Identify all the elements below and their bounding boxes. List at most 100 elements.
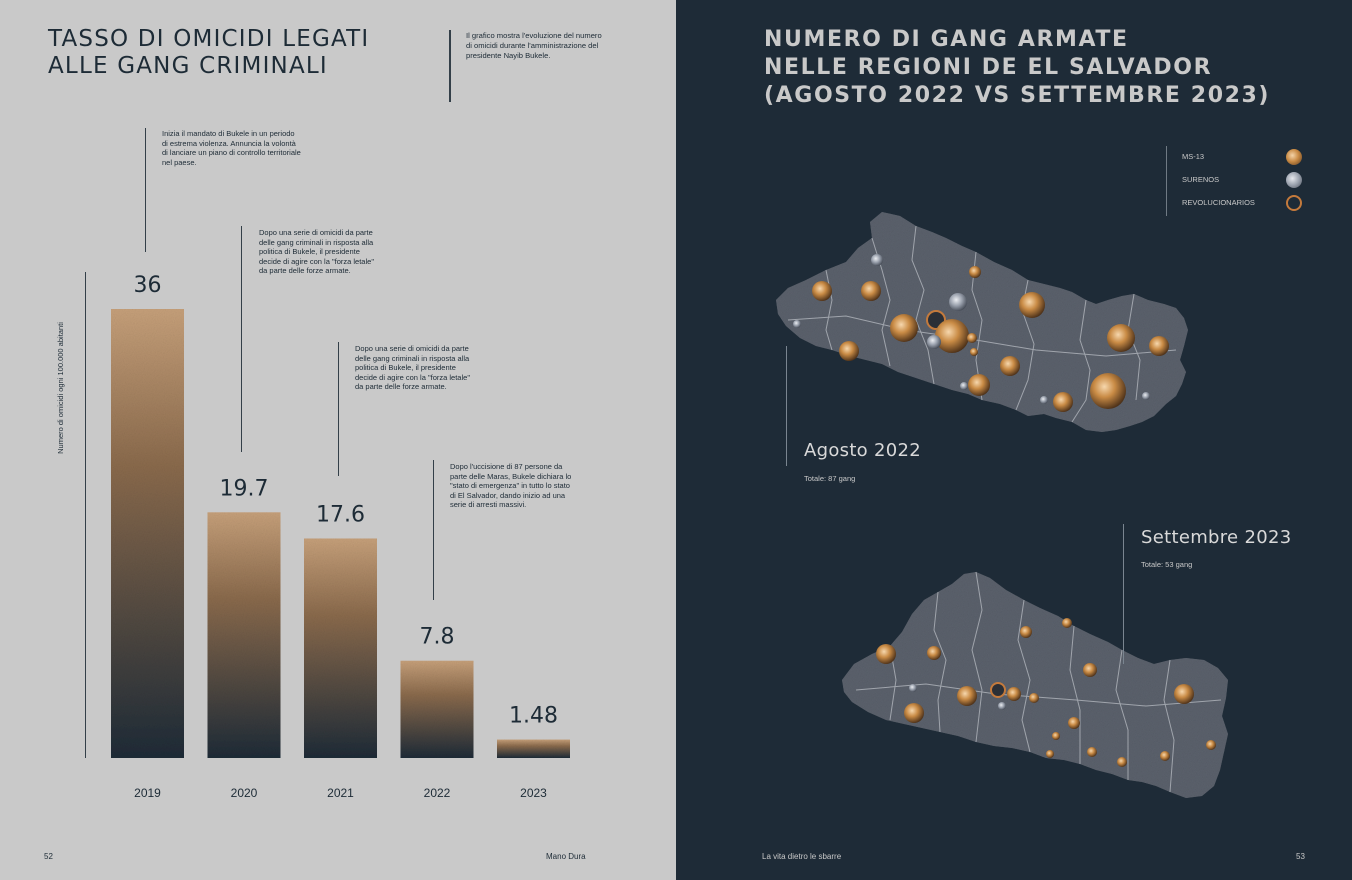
ms13-marker [1117, 757, 1127, 767]
legend-item-revolucionarios: REVOLUCIONARIOS [1182, 194, 1342, 212]
ms13-marker [1052, 732, 1060, 740]
ms13-marker [1090, 373, 1126, 409]
ms13-marker [1000, 356, 1020, 376]
left-page: TASSO DI OMICIDI LEGATI ALLE GANG CRIMIN… [0, 0, 676, 880]
surenos-marker [1040, 396, 1048, 404]
ms13-marker [1068, 717, 1080, 729]
surenos-dot-icon [1286, 172, 1302, 188]
page-number-left: 52 [44, 852, 53, 861]
bar-2020 [207, 512, 281, 758]
surenos-marker [927, 335, 941, 349]
legend-divider [1166, 146, 1168, 216]
map-title-line-2: NELLE REGIONI DE EL SALVADOR [764, 55, 1213, 80]
ms13-marker [1007, 687, 1021, 701]
ms13-marker [812, 281, 832, 301]
chart-title-line-1: TASSO DI OMICIDI LEGATI [48, 26, 370, 52]
map-2022-total: Totale: 87 gang [804, 474, 856, 483]
ms13-marker [1206, 740, 1216, 750]
ms13-marker [904, 703, 924, 723]
revolucionarios-ring-icon [1286, 195, 1302, 211]
ms13-marker [927, 646, 941, 660]
bar-chart: 36 2019 19.7 2020 17.6 2021 7.8 2022 1.48 2023 [111, 273, 570, 800]
annotation-rule-2020 [241, 226, 243, 452]
value-label-2020: 19.7 [220, 476, 269, 501]
map-2023-total: Totale: 53 gang [1141, 560, 1193, 569]
surenos-marker [949, 293, 967, 311]
ms13-marker [890, 314, 918, 342]
bar-2019 [111, 309, 184, 758]
map-2022-rule [786, 346, 788, 466]
ms13-marker [967, 333, 977, 343]
surenos-marker [998, 702, 1006, 710]
category-label-2022: 2022 [424, 786, 451, 800]
right-page: NUMERO DI GANG ARMATE NELLE REGIONI DE E… [676, 0, 1352, 880]
legend-label-ms13: MS-13 [1182, 152, 1205, 161]
footer-left: Mano Dura [546, 852, 586, 861]
map-title-line-3: (AGOSTO 2022 VS SETTEMBRE 2023) [764, 83, 1271, 108]
map-2022-label: Agosto 2022 [804, 440, 922, 461]
category-label-2023: 2023 [520, 786, 547, 800]
chart-title: TASSO DI OMICIDI LEGATI ALLE GANG CRIMIN… [48, 26, 428, 80]
legend-label-revolucionarios: REVOLUCIONARIOS [1182, 198, 1255, 207]
ms13-marker [1020, 626, 1032, 638]
ms13-marker [1053, 392, 1073, 412]
surenos-marker [1142, 392, 1150, 400]
ms13-marker [1046, 750, 1054, 758]
intro-text: Il grafico mostra l'evoluzione del numer… [466, 31, 602, 60]
el-salvador-map-2023 [842, 572, 1228, 798]
ms13-marker [968, 374, 990, 396]
legend-item-ms13: MS-13 [1182, 148, 1342, 166]
map-title: NUMERO DI GANG ARMATE NELLE REGIONI DE E… [764, 26, 1324, 110]
maps-layer [776, 212, 1228, 798]
surenos-marker [793, 320, 801, 328]
annotation-rule-2021 [338, 342, 340, 476]
legend-item-surenos: SURENOS [1182, 171, 1342, 189]
ms13-marker [969, 266, 981, 278]
ms13-marker [957, 686, 977, 706]
ms13-marker [839, 341, 859, 361]
value-label-2021: 17.6 [316, 502, 365, 527]
map-2023 [842, 571, 1228, 798]
ms13-marker [935, 319, 969, 353]
ms13-marker [876, 644, 896, 664]
intro-divider [449, 30, 451, 102]
map-2023-rule [1123, 524, 1125, 664]
ms13-marker [1083, 663, 1097, 677]
value-label-2023: 1.48 [509, 704, 558, 729]
ms13-marker [1087, 747, 1097, 757]
chart-title-line-2: ALLE GANG CRIMINALI [48, 53, 328, 79]
surenos-marker [909, 684, 917, 692]
y-axis-line [85, 272, 87, 758]
category-label-2021: 2021 [327, 786, 354, 800]
footer-right: La vita dietro le sbarre [762, 852, 842, 861]
ms13-marker [1019, 292, 1045, 318]
ms13-marker [1174, 684, 1194, 704]
annotation-rule-2019 [145, 128, 147, 252]
ms13-marker [970, 348, 978, 356]
ms13-marker [1160, 751, 1170, 761]
ms13-marker [1062, 618, 1072, 628]
bar-2022 [400, 660, 474, 758]
annotation-2021: Dopo una serie di omicidi da parte delle… [355, 344, 470, 392]
value-label-2019: 36 [134, 273, 162, 298]
map-title-line-1: NUMERO DI GANG ARMATE [764, 27, 1129, 52]
map-2023-label: Settembre 2023 [1141, 527, 1292, 548]
annotation-rule-2022 [433, 460, 435, 600]
value-label-2022: 7.8 [420, 625, 455, 650]
surenos-marker [960, 382, 968, 390]
ms13-dot-icon [1286, 149, 1302, 165]
annotation-2022: Dopo l'uccisione di 87 persone da parte … [450, 462, 572, 510]
annotation-2020: Dopo una serie di omicidi da parte delle… [259, 228, 374, 276]
page-number-right: 53 [1296, 852, 1305, 861]
category-label-2019: 2019 [134, 786, 161, 800]
category-label-2020: 2020 [231, 786, 258, 800]
ms13-marker [1029, 693, 1039, 703]
surenos-marker [871, 254, 883, 266]
ms13-marker [861, 281, 881, 301]
annotation-2019: Inizia il mandato di Bukele in un period… [162, 129, 301, 167]
bar-2021 [304, 538, 377, 758]
revolucionarios-marker [990, 682, 1006, 698]
bar-2023 [497, 739, 570, 758]
legend-label-surenos: SURENOS [1182, 175, 1220, 184]
map-2022 [776, 212, 1188, 432]
